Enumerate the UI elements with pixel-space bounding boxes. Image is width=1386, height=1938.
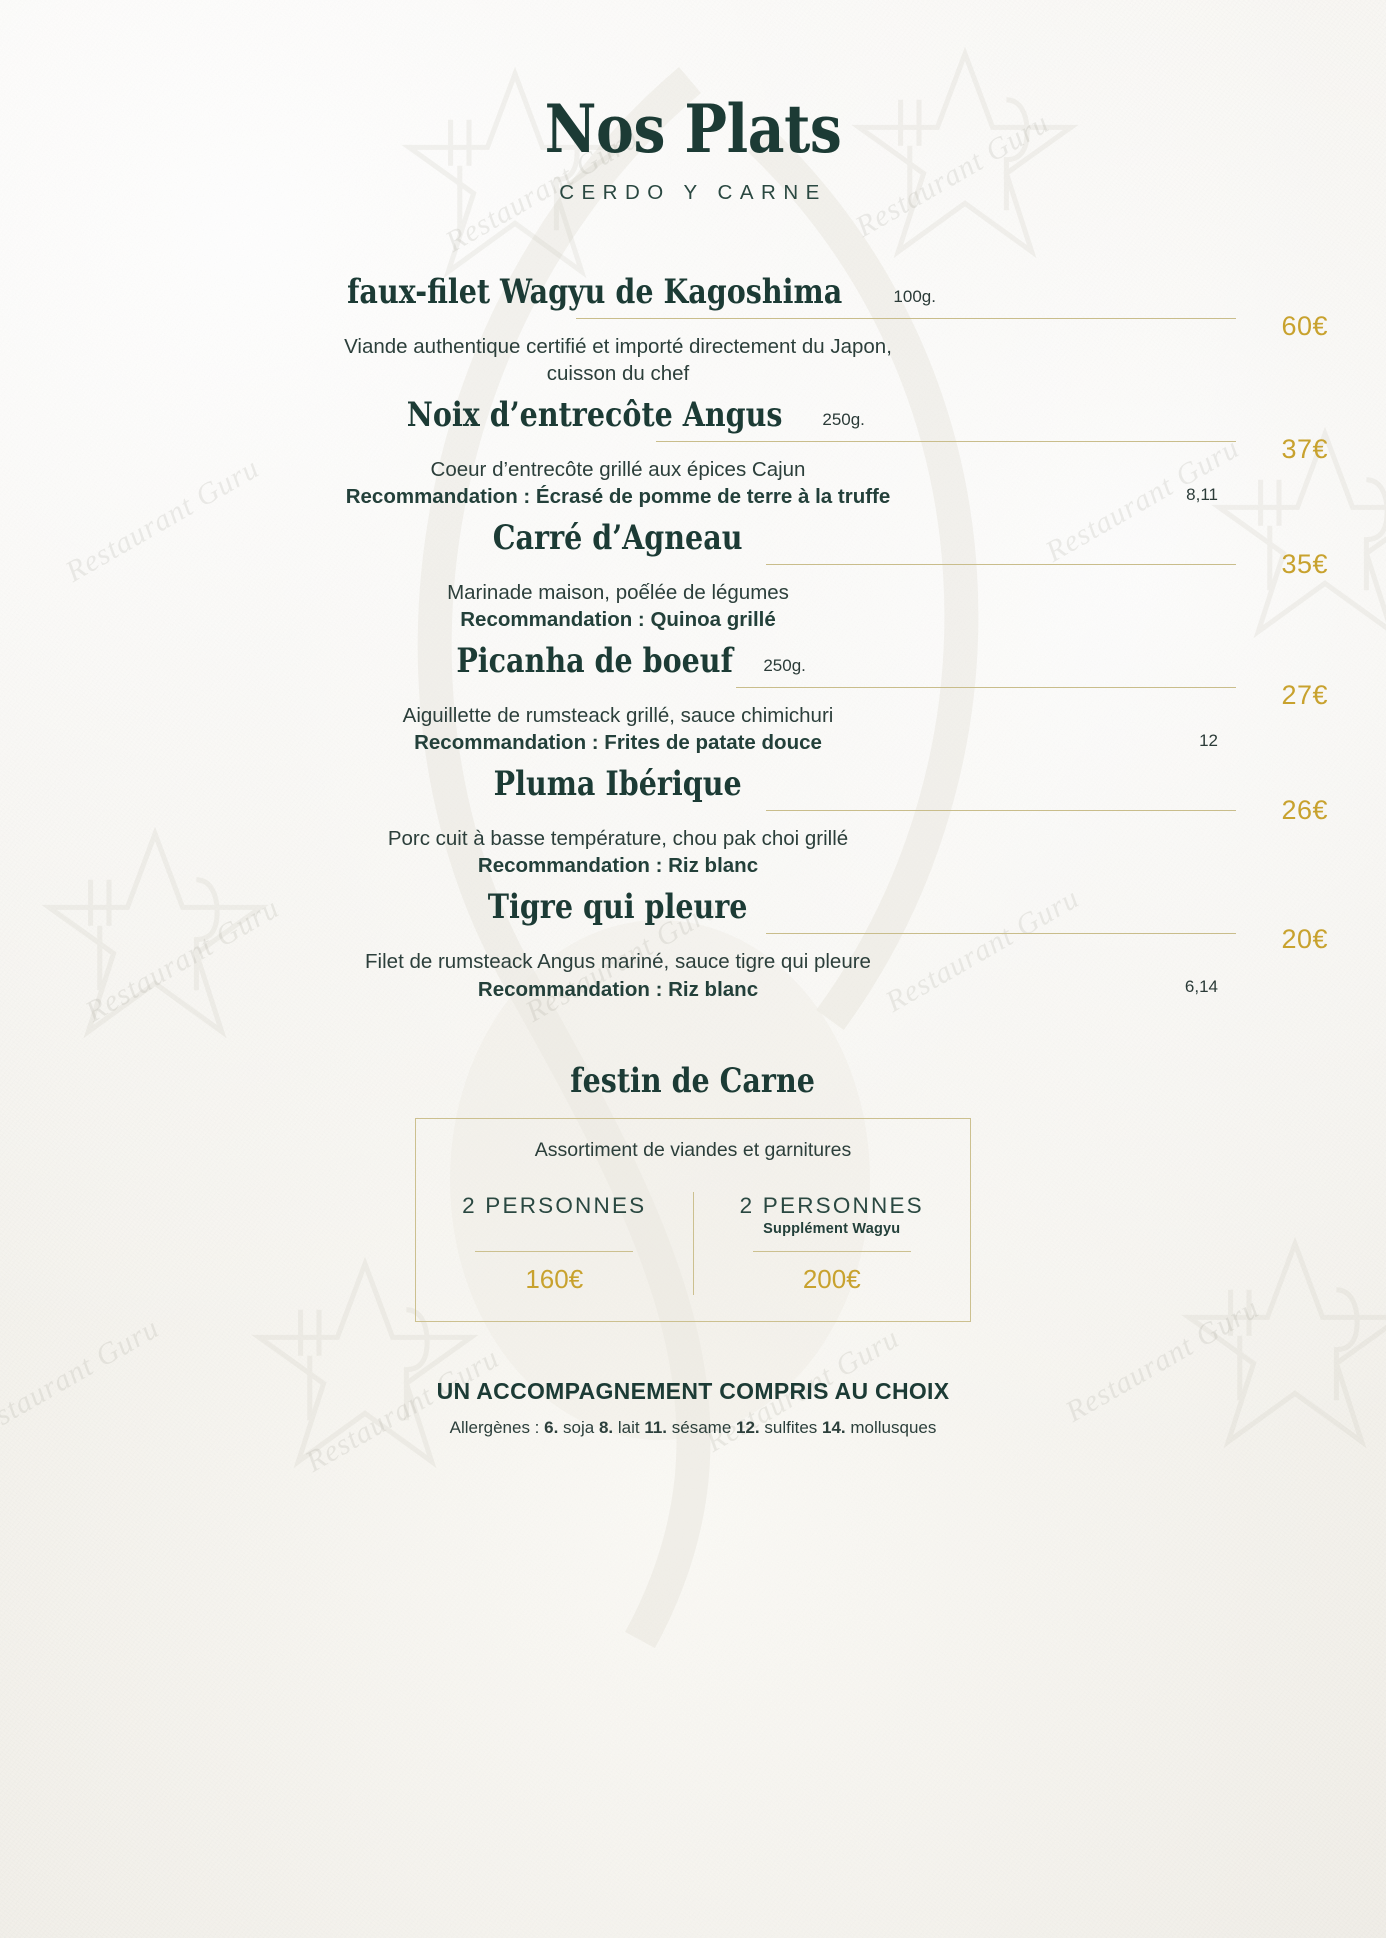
allergen-number: 8. [598, 1418, 614, 1438]
dish-header-row: Picanha de boeuf 250g. [0, 641, 1386, 682]
dish-price: 20€ [1281, 924, 1328, 955]
dish-name: Noix d’entrecôte Angus [406, 395, 783, 436]
dish-description: Marinade maison, poếlée de légumes Recom… [0, 579, 1386, 634]
dish-name: Pluma Ibérique [493, 764, 743, 805]
dish-description-line: cuisson du chef [546, 362, 690, 386]
dish-recommendation: Recommandation : Écrasé de pomme de terr… [345, 485, 891, 509]
dish-header-row: faux-filet Wagyu de Kagoshima 100g. [0, 272, 1386, 312]
dish-description: Aiguillette de rumsteack grillé, sauce c… [0, 702, 1386, 757]
allergen-legend: Allergènes : 6. soja 8. lait 11. sésame … [0, 1418, 1386, 1438]
dish-item: Carré d’Agneau 35€ Marinade maison, poếlé… [0, 518, 1386, 634]
dish-item: Noix d’entrecôte Angus 250g. 8,11 37€ Coeur … [0, 395, 1386, 511]
allergen-name: soja [558, 1418, 599, 1438]
dish-header-row: Carré d’Agneau [0, 518, 1386, 559]
dish-header-row: Noix d’entrecôte Angus 250g. [0, 395, 1386, 436]
festin-option-rule [752, 1251, 911, 1253]
dish-price: 60€ [1281, 311, 1328, 341]
festin-option-note: Supplément Wagyu [763, 1221, 901, 1238]
festin-option-note-spacer [426, 1221, 683, 1237]
page-title: Nos Plats [544, 90, 842, 168]
dish-weight: 250g. [822, 409, 865, 429]
dish-price: 37€ [1281, 434, 1328, 465]
dish-item: Tigre qui pleure 6,14 20€ Filet de rumsteac… [0, 887, 1386, 1003]
allergen-number: 6. [544, 1418, 559, 1438]
dish-description-line: Filet de rumsteack Angus mariné, sauce t… [365, 949, 871, 973]
dish-description-line: Aiguillette de rumsteack grillé, sauce c… [402, 703, 834, 727]
allergen-name: mollusques [845, 1418, 937, 1438]
festin-section: festin de Carne Assortiment de viandes e… [0, 1061, 1386, 1323]
festin-subtitle: Assortiment de viandes et garnitures [534, 1139, 852, 1162]
festin-title: festin de Carne [570, 1061, 816, 1102]
allergen-name: lait [613, 1418, 645, 1438]
festin-options: 2 PERSONNES 160€ 2 PERSONNES Supplément Wa… [416, 1192, 971, 1296]
dish-price: 35€ [1281, 549, 1328, 580]
dish-recommendation: Recommandation : Frites de patate douce [414, 731, 822, 755]
dish-divider-rule [766, 563, 1236, 565]
dish-description: Porc cuit à basse température, chou pak … [0, 825, 1386, 880]
festin-option-rule [475, 1251, 634, 1253]
festin-option-price: 200€ [802, 1264, 861, 1295]
dish-description: Coeur d’entrecôte grillé aux épices Caju… [0, 456, 1386, 511]
dish-price: 26€ [1281, 795, 1328, 826]
dish-name: faux-filet Wagyu de Kagoshima [347, 272, 843, 312]
dish-divider-rule [766, 809, 1236, 811]
dish-price: 27€ [1281, 680, 1328, 711]
dish-weight: 100g. [893, 286, 936, 306]
dish-description-line: Marinade maison, poếlée de légumes [447, 580, 789, 604]
dish-description-line: Viande authentique certifié et importé d… [344, 334, 892, 358]
dish-name: Tigre qui pleure [488, 887, 748, 928]
allergen-number: 12. [736, 1418, 760, 1438]
allergen-name: sulfites [759, 1418, 823, 1438]
dish-allergen-codes: 8,11 [1186, 485, 1218, 505]
dish-divider-rule [766, 932, 1236, 934]
allergen-legend-label: Allergènes : [449, 1418, 545, 1438]
festin-option[interactable]: 2 PERSONNES 160€ [416, 1192, 693, 1295]
dish-divider-rule [736, 686, 1236, 688]
page-subtitle: CERDO Y CARNE [559, 181, 827, 204]
dish-item: faux-filet Wagyu de Kagoshima 100g. 60€ Via… [0, 272, 1386, 388]
dish-weight: 250g. [763, 655, 806, 675]
dish-recommendation: Recommandation : Riz blanc [477, 854, 759, 878]
menu-header: Nos Plats CERDO Y CARNE [0, 0, 1386, 205]
dish-description-line: Coeur d’entrecôte grillé aux épices Caju… [430, 457, 806, 481]
dish-name: Carré d’Agneau [493, 518, 743, 559]
dish-recommendation: Recommandation : Quinoa grillé [460, 608, 776, 632]
allergen-number: 11. [644, 1418, 668, 1438]
dish-item: Picanha de boeuf 250g. 12 27€ Aiguillette de… [0, 641, 1386, 757]
festin-option[interactable]: 2 PERSONNES Supplément Wagyu 200€ [692, 1192, 971, 1296]
dish-divider-rule [576, 317, 1236, 319]
festin-box: Assortiment de viandes et garnitures 2 P… [415, 1118, 971, 1323]
dish-name: Picanha de boeuf [456, 641, 733, 682]
dish-description-line: Porc cuit à basse température, chou pak … [387, 826, 849, 850]
dish-divider-rule [656, 440, 1236, 442]
festin-serving-size: 2 PERSONNES [739, 1193, 924, 1219]
menu-footer: UN ACCOMPAGNEMENT COMPRIS AU CHOIX Aller… [0, 1378, 1386, 1438]
accompaniment-note: UN ACCOMPAGNEMENT COMPRIS AU CHOIX [436, 1378, 950, 1405]
dish-header-row: Pluma Ibérique [0, 764, 1386, 805]
allergen-number: 14. [822, 1418, 846, 1438]
dish-item: Pluma Ibérique 26€ Porc cuit à basse tempé… [0, 764, 1386, 880]
festin-option-price: 160€ [525, 1264, 584, 1295]
dish-recommendation: Recommandation : Riz blanc [477, 977, 759, 1001]
dish-description: Viande authentique certifié et importé d… [0, 333, 1386, 388]
dish-header-row: Tigre qui pleure [0, 887, 1386, 928]
dish-allergen-codes: 12 [1199, 731, 1218, 751]
allergen-name: sésame [667, 1418, 737, 1438]
dish-allergen-codes: 6,14 [1184, 977, 1218, 997]
dish-list: faux-filet Wagyu de Kagoshima 100g. 60€ Via… [0, 272, 1386, 1003]
dish-description: Filet de rumsteack Angus mariné, sauce t… [0, 948, 1386, 1003]
festin-serving-size: 2 PERSONNES [462, 1193, 647, 1219]
